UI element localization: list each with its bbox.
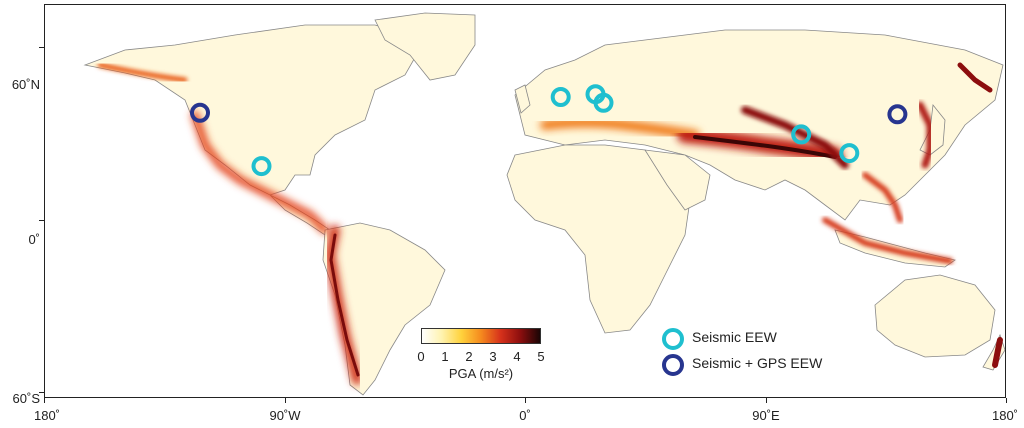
colorbar-tick-2: 2: [465, 349, 473, 364]
hazard-alaska: [97, 62, 188, 83]
marker-italy: [550, 87, 571, 107]
ylabel-60s: 60˚S: [12, 391, 40, 406]
colorbar-title: PGA (m/s²): [448, 366, 514, 381]
greenland: [374, 12, 476, 81]
australia: [874, 274, 996, 358]
hazard-indonesia: [822, 217, 953, 264]
map-canvas: [83, 12, 1005, 396]
colorbar-tick-4: 4: [513, 349, 521, 364]
x-tick-4: [1006, 398, 1007, 403]
hazard-andes-core: [329, 233, 360, 377]
hazard-east-asia: [862, 172, 903, 223]
y-tick-2: [39, 392, 44, 393]
xlabel-0: 0˚: [519, 408, 531, 423]
colorbar-tick-0: 0: [417, 349, 425, 364]
legend-ring-gps: [662, 354, 684, 376]
marker-us-west-coast: [190, 102, 210, 123]
colorbar-tick-3: 3: [489, 349, 497, 364]
hazard-japan: [916, 101, 934, 169]
ylabel-equator: 0˚: [28, 232, 40, 247]
xlabel-90w: 90˚W: [269, 408, 301, 423]
y-tick-0: [39, 47, 44, 48]
colorbar-gradient: [421, 328, 541, 344]
arabia: [644, 149, 711, 211]
xlabel-90e: 90˚E: [752, 408, 780, 423]
xlabel-180e: 180˚: [991, 408, 1019, 423]
y-tick-1: [39, 220, 44, 221]
marker-japan: [887, 104, 908, 125]
marker-china: [791, 124, 812, 145]
hazard-us-west: [191, 111, 329, 234]
legend-ring-seismic: [662, 328, 684, 350]
legend-label-gps: Seismic + GPS EEW: [692, 355, 823, 371]
uk: [514, 84, 531, 114]
x-tick-3: [766, 398, 767, 403]
hazard-kamchatka: [957, 62, 993, 93]
world-map: [44, 4, 1006, 398]
marker-mexico: [251, 156, 272, 177]
marker-turkey: [593, 92, 614, 113]
x-tick-1: [285, 398, 286, 403]
landmasses: [83, 12, 1005, 396]
colorbar-tick-1: 1: [441, 349, 449, 364]
colorbar: 0 1 2 3 4 5 PGA (m/s²): [416, 328, 545, 390]
xlabel-180w: 180˚: [33, 408, 61, 423]
hazard-zones: [97, 62, 1003, 385]
hazard-tibet: [741, 106, 849, 169]
hazard-himalaya-core: [693, 135, 837, 159]
ylabel-60n: 60˚N: [11, 77, 40, 92]
hazard-new-zealand: [992, 337, 1003, 368]
hazard-mediterranean: [540, 117, 700, 140]
x-tick-0: [44, 398, 45, 403]
africa: [506, 144, 691, 334]
marker-taiwan: [839, 143, 860, 164]
x-tick-2: [525, 398, 526, 403]
legend-label-seismic: Seismic EEW: [692, 329, 777, 345]
eew-markers: [190, 84, 908, 177]
colorbar-tick-5: 5: [537, 349, 545, 364]
